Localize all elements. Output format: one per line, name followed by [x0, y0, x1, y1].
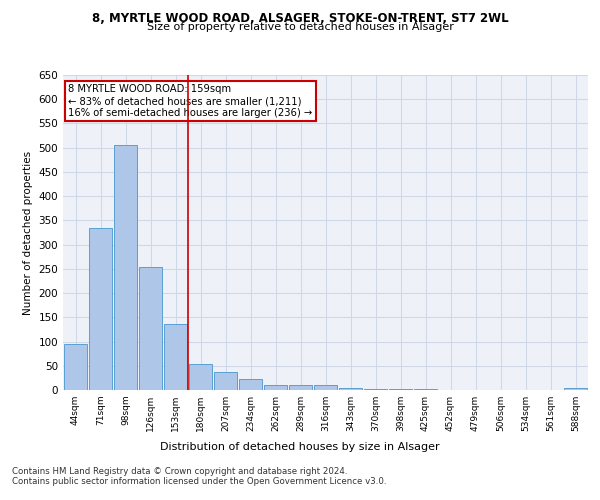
Bar: [113, 146, 137, 390]
Bar: [214, 372, 238, 390]
Text: Contains HM Land Registry data © Crown copyright and database right 2024.: Contains HM Land Registry data © Crown c…: [12, 468, 347, 476]
Bar: [188, 364, 212, 390]
Bar: [338, 388, 362, 390]
Bar: [139, 268, 163, 390]
Bar: [563, 388, 587, 390]
Text: 8 MYRTLE WOOD ROAD: 159sqm
← 83% of detached houses are smaller (1,211)
16% of s: 8 MYRTLE WOOD ROAD: 159sqm ← 83% of deta…: [68, 84, 313, 117]
Text: Distribution of detached houses by size in Alsager: Distribution of detached houses by size …: [160, 442, 440, 452]
Bar: [413, 389, 437, 390]
Bar: [314, 385, 337, 390]
Text: Size of property relative to detached houses in Alsager: Size of property relative to detached ho…: [146, 22, 454, 32]
Y-axis label: Number of detached properties: Number of detached properties: [23, 150, 33, 314]
Bar: [89, 228, 112, 390]
Bar: [263, 385, 287, 390]
Bar: [164, 324, 187, 390]
Bar: [239, 380, 262, 390]
Text: Contains public sector information licensed under the Open Government Licence v3: Contains public sector information licen…: [12, 478, 386, 486]
Bar: [289, 385, 313, 390]
Bar: [389, 389, 412, 390]
Bar: [364, 389, 388, 390]
Text: 8, MYRTLE WOOD ROAD, ALSAGER, STOKE-ON-TRENT, ST7 2WL: 8, MYRTLE WOOD ROAD, ALSAGER, STOKE-ON-T…: [92, 12, 508, 26]
Bar: [64, 344, 88, 390]
